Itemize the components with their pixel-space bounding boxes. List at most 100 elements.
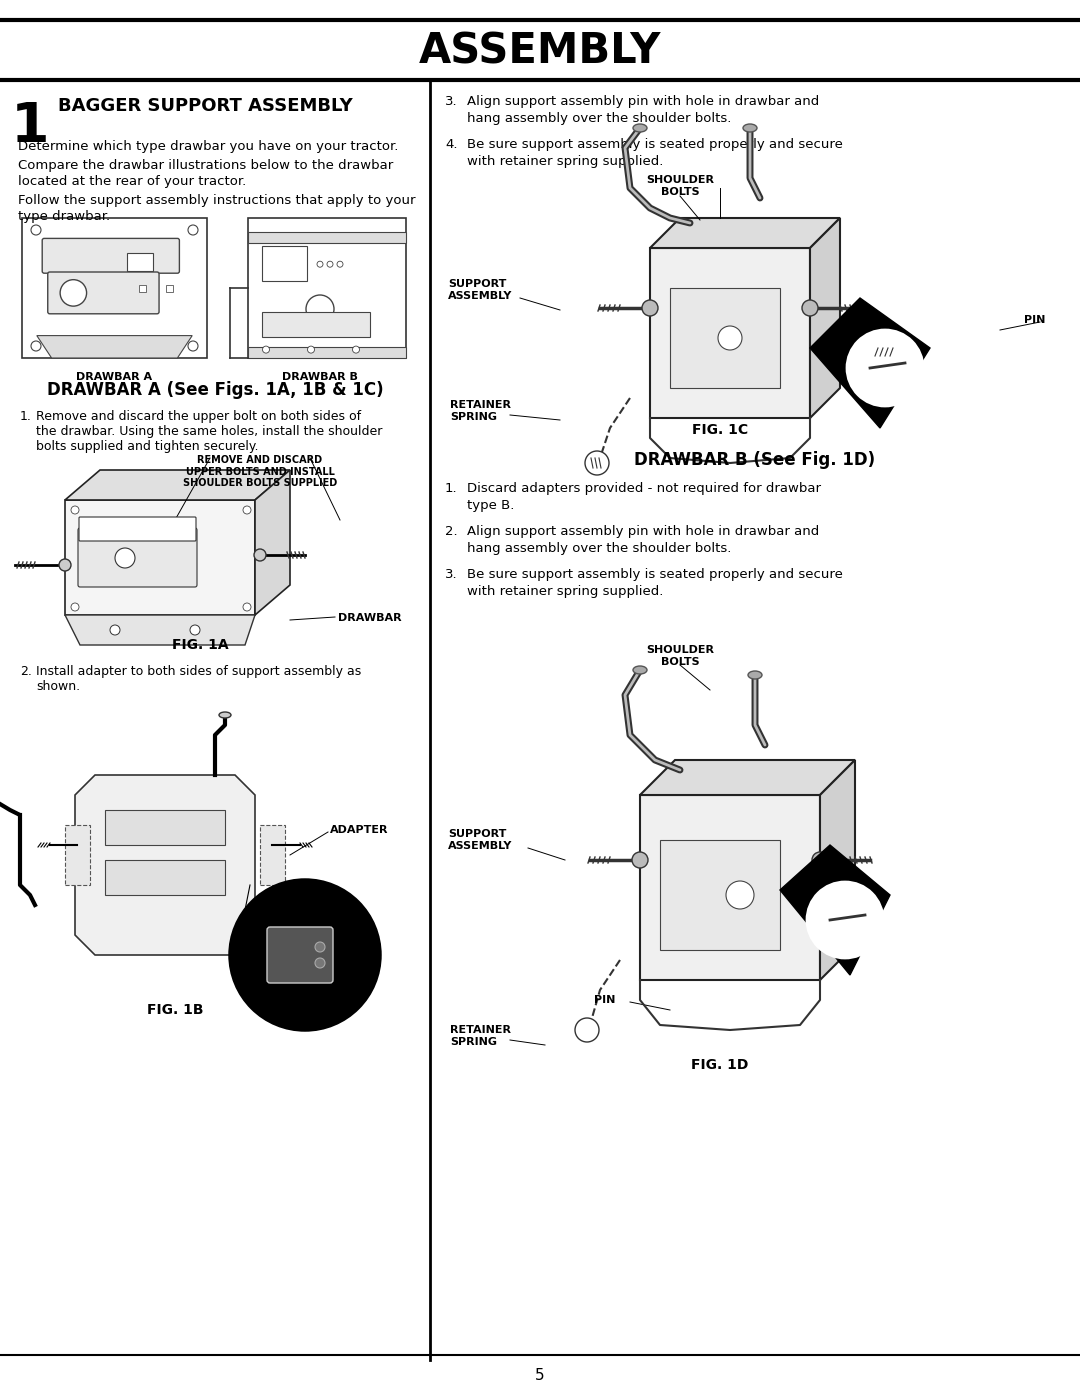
Polygon shape — [640, 760, 855, 795]
Circle shape — [31, 225, 41, 235]
Text: SHOULDER
BOLTS: SHOULDER BOLTS — [646, 175, 714, 197]
Polygon shape — [640, 795, 820, 981]
Polygon shape — [65, 615, 255, 645]
Circle shape — [71, 506, 79, 514]
Ellipse shape — [743, 124, 757, 131]
Bar — [65, 826, 90, 886]
Circle shape — [60, 279, 86, 306]
Text: 3.: 3. — [445, 569, 458, 581]
Circle shape — [190, 624, 200, 636]
Text: PIN: PIN — [594, 995, 616, 1004]
Text: REMOVE AND DISCARD
UPPER BOLTS AND INSTALL
SHOULDER BOLTS SUPPLIED: REMOVE AND DISCARD UPPER BOLTS AND INSTA… — [183, 455, 337, 488]
Polygon shape — [810, 218, 840, 418]
Text: 4.: 4. — [445, 138, 458, 151]
Text: DRAWBAR B: DRAWBAR B — [282, 372, 357, 381]
Text: Follow the support assembly instructions that apply to your: Follow the support assembly instructions… — [18, 194, 416, 207]
Circle shape — [59, 559, 71, 571]
Circle shape — [352, 346, 360, 353]
Polygon shape — [75, 775, 255, 956]
Text: hang assembly over the shoulder bolts.: hang assembly over the shoulder bolts. — [467, 112, 731, 124]
Bar — [248, 346, 406, 358]
Circle shape — [315, 958, 325, 968]
Text: SUPPORT
ASSEMBLY: SUPPORT ASSEMBLY — [448, 279, 512, 300]
Circle shape — [575, 1018, 599, 1042]
Text: Compare the drawbar illustrations below to the drawbar: Compare the drawbar illustrations below … — [18, 159, 393, 172]
Text: the drawbar. Using the same holes, install the shoulder: the drawbar. Using the same holes, insta… — [36, 425, 382, 439]
FancyBboxPatch shape — [267, 928, 333, 983]
Circle shape — [642, 300, 658, 316]
Polygon shape — [650, 218, 840, 249]
Ellipse shape — [748, 671, 762, 679]
Text: RETAINER
SPRING: RETAINER SPRING — [450, 400, 511, 422]
Text: DRAWBAR A (See Figs. 1A, 1B & 1C): DRAWBAR A (See Figs. 1A, 1B & 1C) — [46, 381, 383, 400]
Polygon shape — [810, 298, 930, 427]
Text: with retainer spring supplied.: with retainer spring supplied. — [467, 585, 663, 598]
Circle shape — [308, 346, 314, 353]
Text: BAGGER SUPPORT ASSEMBLY: BAGGER SUPPORT ASSEMBLY — [58, 96, 353, 115]
Bar — [248, 218, 406, 358]
Text: Be sure support assembly is seated properly and secure: Be sure support assembly is seated prope… — [467, 569, 842, 581]
Circle shape — [632, 852, 648, 868]
Polygon shape — [65, 469, 291, 500]
Text: ADAPTER: ADAPTER — [330, 826, 389, 835]
Polygon shape — [650, 249, 810, 418]
Text: Align support assembly pin with hole in drawbar and: Align support assembly pin with hole in … — [467, 525, 820, 538]
Text: 5: 5 — [536, 1368, 544, 1383]
Bar — [262, 312, 370, 337]
Text: shown.: shown. — [36, 680, 80, 693]
Bar — [22, 218, 207, 358]
Circle shape — [585, 451, 609, 475]
Polygon shape — [780, 845, 890, 975]
Bar — [260, 826, 285, 886]
Circle shape — [243, 604, 251, 610]
Text: hang assembly over the shoulder bolts.: hang assembly over the shoulder bolts. — [467, 542, 731, 555]
Circle shape — [802, 300, 818, 316]
Circle shape — [847, 330, 923, 407]
Circle shape — [110, 624, 120, 636]
Circle shape — [327, 261, 333, 267]
Text: 3.: 3. — [445, 95, 458, 108]
Text: FIG. 1B: FIG. 1B — [147, 1003, 203, 1017]
Text: DRAWBAR: DRAWBAR — [338, 613, 402, 623]
Text: Remove and discard the upper bolt on both sides of: Remove and discard the upper bolt on bot… — [36, 409, 361, 423]
Bar — [670, 288, 780, 388]
Circle shape — [243, 506, 251, 514]
FancyBboxPatch shape — [78, 528, 197, 587]
Text: RETAINER
SPRING: RETAINER SPRING — [450, 1025, 511, 1046]
Text: DRAWBAR A: DRAWBAR A — [76, 372, 152, 381]
Circle shape — [71, 604, 79, 610]
Text: Install adapter to both sides of support assembly as: Install adapter to both sides of support… — [36, 665, 361, 678]
Polygon shape — [37, 335, 192, 358]
Ellipse shape — [633, 124, 647, 131]
Text: DRAWBAR B (See Fig. 1D): DRAWBAR B (See Fig. 1D) — [634, 451, 876, 469]
Text: 2.: 2. — [445, 525, 458, 538]
Circle shape — [254, 549, 266, 562]
Polygon shape — [65, 500, 255, 615]
Circle shape — [31, 341, 41, 351]
Circle shape — [726, 882, 754, 909]
Circle shape — [188, 225, 198, 235]
Circle shape — [306, 295, 334, 323]
Text: type B.: type B. — [467, 499, 514, 511]
Circle shape — [114, 548, 135, 569]
Circle shape — [230, 880, 380, 1030]
Ellipse shape — [633, 666, 647, 673]
Circle shape — [807, 882, 883, 958]
FancyBboxPatch shape — [42, 239, 179, 274]
Text: 1.: 1. — [21, 409, 32, 423]
Bar — [248, 232, 406, 243]
Text: Discard adapters provided - not required for drawbar: Discard adapters provided - not required… — [467, 482, 821, 495]
Text: SHOULDER
BOLTS: SHOULDER BOLTS — [646, 645, 714, 666]
Text: Be sure support assembly is seated properly and secure: Be sure support assembly is seated prope… — [467, 138, 842, 151]
Text: SUPPORT
ASSEMBLY: SUPPORT ASSEMBLY — [448, 830, 512, 851]
Text: Determine which type drawbar you have on your tractor.: Determine which type drawbar you have on… — [18, 140, 399, 154]
Text: located at the rear of your tractor.: located at the rear of your tractor. — [18, 175, 246, 189]
Bar — [262, 246, 308, 281]
Circle shape — [315, 942, 325, 951]
Bar — [660, 840, 780, 950]
Circle shape — [812, 852, 828, 868]
Text: 1.: 1. — [445, 482, 458, 495]
Text: bolts supplied and tighten securely.: bolts supplied and tighten securely. — [36, 440, 258, 453]
Text: FIG. 1D: FIG. 1D — [691, 1058, 748, 1071]
Circle shape — [318, 261, 323, 267]
